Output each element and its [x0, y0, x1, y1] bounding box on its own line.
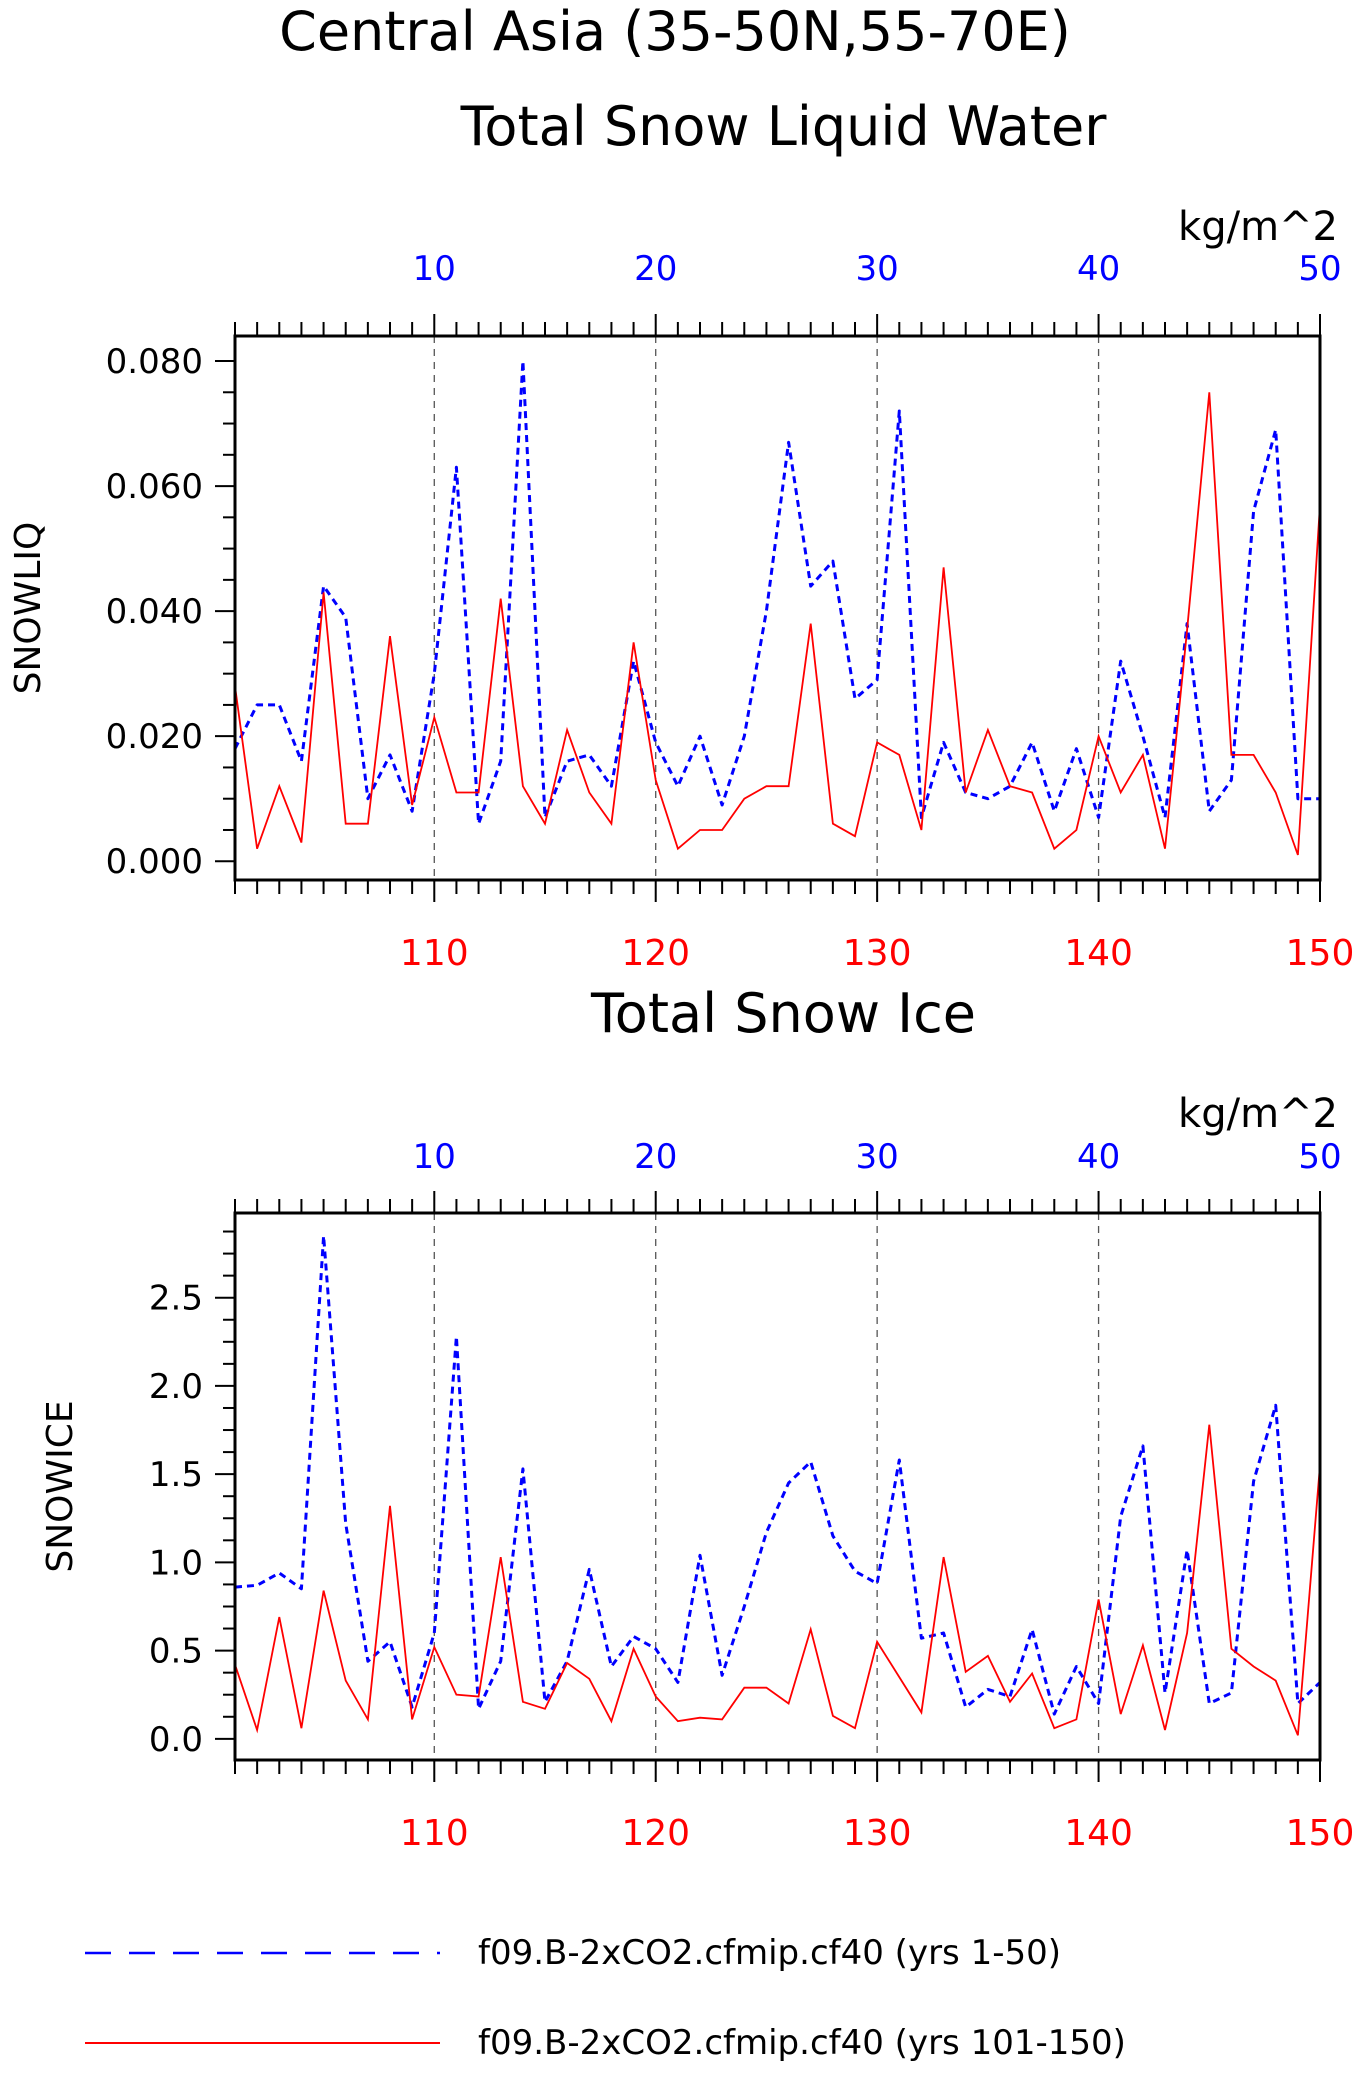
top-tick-label: 30 — [856, 249, 899, 289]
series-line-yrs-1-50 — [234, 1234, 1322, 1716]
y-tick-label: 0.040 — [106, 592, 203, 632]
top-tick-label: 40 — [1077, 1137, 1120, 1177]
y-tick-label: 0.5 — [149, 1632, 203, 1672]
bottom-tick-label: 150 — [1286, 933, 1355, 974]
bottom-tick-label: 110 — [400, 1813, 469, 1854]
y-tick-label: 2.5 — [149, 1279, 203, 1319]
bottom-tick-label: 110 — [400, 933, 469, 974]
bottom-tick-label: 130 — [843, 1813, 912, 1854]
top-tick-label: 50 — [1298, 249, 1341, 289]
series-line-yrs-101-150 — [234, 392, 1321, 856]
plot-frame — [233, 1211, 1322, 1762]
y-tick-label: 1.0 — [149, 1543, 203, 1583]
top-tick-label: 40 — [1077, 249, 1120, 289]
top-tick-label: 50 — [1298, 1137, 1341, 1177]
y-tick-label: 0.080 — [106, 342, 203, 382]
top-tick-label: 10 — [413, 1137, 456, 1177]
top-tick-label: 30 — [856, 1137, 899, 1177]
legend-label-series-2: f09.B-2xCO2.cfmip.cf40 (yrs 101-150) — [478, 2023, 1126, 2063]
panel-title: Total Snow Ice — [590, 982, 976, 1045]
units-label: kg/m^2 — [1178, 204, 1338, 250]
top-tick-label: 20 — [634, 1137, 677, 1177]
y-axis-label: SNOWLIQ — [8, 522, 49, 695]
panel-title: Total Snow Liquid Water — [460, 95, 1108, 158]
top-tick-label: 10 — [413, 249, 456, 289]
figure-title: Central Asia (35-50N,55-70E) — [279, 0, 1071, 63]
bottom-tick-label: 120 — [621, 933, 690, 974]
legend: f09.B-2xCO2.cfmip.cf40 (yrs 1-50) f09.B-… — [85, 1933, 1126, 2063]
units-label: kg/m^2 — [1178, 1091, 1338, 1137]
y-tick-label: 0.0 — [149, 1720, 203, 1760]
bottom-tick-label: 140 — [1064, 933, 1133, 974]
series-line-yrs-1-50 — [233, 359, 1320, 826]
series-line-yrs-101-150 — [234, 1424, 1321, 1736]
y-axis-label: SNOWICE — [40, 1400, 81, 1572]
y-tick-label: 1.5 — [149, 1455, 203, 1495]
top-tick-label: 20 — [634, 249, 677, 289]
panel-snowice: Total Snow Ice kg/m^2 10 20 30 40 50 110 120 130 1… — [40, 982, 1354, 1854]
bottom-tick-label: 140 — [1064, 1813, 1133, 1854]
plot-frame — [233, 334, 1322, 882]
bottom-tick-label: 130 — [843, 933, 912, 974]
bottom-tick-label: 150 — [1286, 1813, 1355, 1854]
y-tick-label: 0.000 — [106, 842, 203, 882]
bottom-tick-label: 120 — [621, 1813, 690, 1854]
y-tick-label: 0.020 — [106, 717, 203, 757]
panel-snowliq: Total Snow Liquid Water kg/m^2 10 20 30 40 50 1… — [8, 95, 1354, 974]
legend-label-series-1: f09.B-2xCO2.cfmip.cf40 (yrs 1-50) — [478, 1933, 1061, 1973]
y-tick-label: 0.060 — [106, 467, 203, 507]
y-tick-label: 2.0 — [149, 1367, 203, 1407]
